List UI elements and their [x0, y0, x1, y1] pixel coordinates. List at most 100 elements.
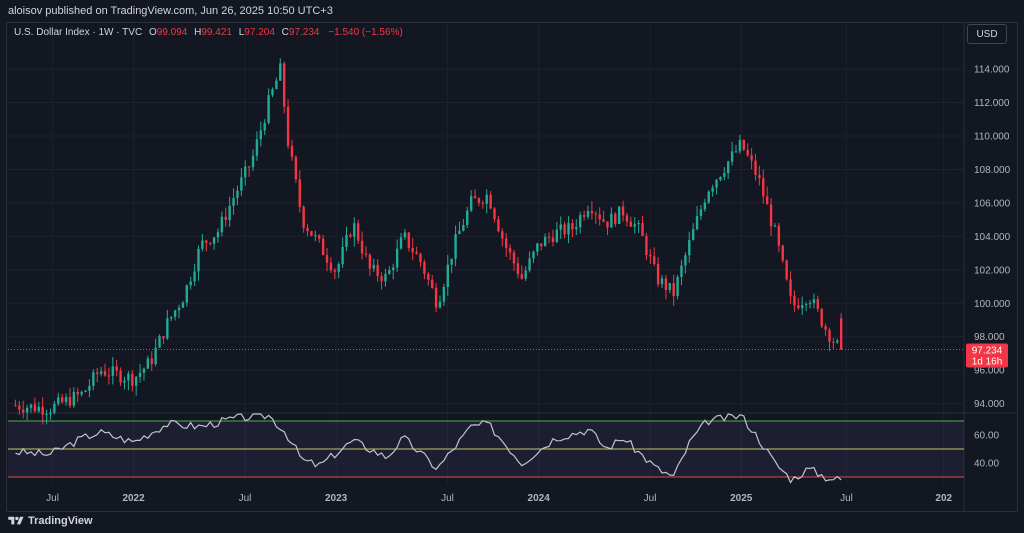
candle-body	[403, 232, 407, 238]
candle-body	[286, 106, 290, 146]
candle-body	[84, 390, 87, 392]
footer: TradingView	[0, 512, 1024, 533]
candle-body	[224, 216, 227, 221]
candle-body	[536, 243, 539, 252]
candle-body	[302, 206, 305, 228]
candle-body	[688, 240, 691, 256]
candle-body	[660, 278, 664, 285]
candle-body	[321, 238, 325, 256]
candle-body	[372, 264, 375, 269]
candle-body	[489, 194, 492, 209]
candle-body	[158, 336, 161, 348]
candle-body	[142, 368, 146, 373]
candle-body	[454, 234, 457, 259]
candle-body	[263, 122, 266, 131]
candle-body	[458, 230, 461, 235]
candle-body	[473, 196, 477, 199]
candle-body	[762, 178, 765, 197]
candle-body	[750, 155, 753, 161]
candle-body	[290, 145, 294, 157]
candle-body	[469, 196, 473, 211]
candle-body	[197, 248, 200, 272]
candle-body	[481, 202, 485, 204]
candle-body	[123, 380, 126, 383]
candle-body	[349, 234, 352, 237]
candle-body	[427, 273, 430, 280]
candle-body	[14, 405, 17, 407]
y-tick-label: 110.000	[974, 132, 1010, 143]
candle-body	[649, 254, 652, 257]
candle-body	[524, 270, 527, 279]
candle-body	[388, 270, 391, 274]
candle-body	[801, 304, 804, 309]
candle-body	[555, 229, 559, 243]
candle-body	[37, 406, 40, 412]
chart-frame[interactable]	[6, 22, 1018, 512]
candle-body	[828, 329, 831, 342]
y-tick-label: 114.000	[974, 65, 1010, 76]
candle-body	[594, 213, 597, 215]
candle-body	[33, 404, 37, 412]
candle-body	[267, 95, 270, 123]
candle-body	[493, 208, 496, 220]
currency-button[interactable]: USD	[967, 24, 1007, 44]
candle-body	[49, 412, 52, 415]
tradingview-brand[interactable]: TradingView	[8, 515, 93, 527]
candle-body	[107, 375, 111, 377]
candle-body	[337, 264, 340, 272]
candle-body	[477, 198, 481, 203]
candle-body	[353, 223, 356, 237]
candle-body	[532, 251, 535, 259]
candle-body	[812, 299, 816, 304]
candle-body	[645, 236, 648, 255]
candle-body	[170, 316, 173, 319]
candle-body	[228, 205, 231, 221]
candle-body	[485, 194, 488, 204]
candle-body	[193, 271, 196, 282]
x-tick-label: Jul	[441, 493, 454, 504]
candle-body	[614, 213, 617, 224]
candle-body	[765, 196, 769, 205]
candle-body	[255, 139, 259, 156]
candle-body	[57, 397, 60, 404]
candle-body	[629, 221, 633, 227]
candle-body	[247, 166, 251, 168]
candle-body	[185, 285, 189, 303]
candle-body	[115, 366, 118, 371]
rsi-tick-label: 60.00	[974, 431, 999, 442]
x-tick-label: Jul	[46, 493, 59, 504]
candle-body	[528, 258, 531, 271]
candle-body	[80, 391, 83, 395]
brand-text: TradingView	[28, 515, 93, 527]
candle-body	[232, 198, 235, 206]
candle-body	[430, 279, 434, 288]
candle-body	[399, 237, 403, 249]
candle-body	[571, 223, 574, 230]
candle-body	[201, 240, 204, 249]
y-tick-label: 94.000	[974, 399, 1005, 410]
candle-body	[672, 282, 675, 297]
candle-body	[664, 278, 668, 291]
candle-body	[384, 273, 387, 282]
price-chart[interactable]: 94.000 96.000 98.000 100.000 102.000 104.000 1…	[0, 0, 1024, 512]
candle-body	[438, 301, 442, 308]
published-header: aloisov published on TradingView.com, Ju…	[0, 0, 1024, 22]
candle-body	[236, 190, 239, 199]
candle-body	[442, 286, 446, 302]
candle-body	[789, 279, 792, 296]
y-tick-label: 102.000	[974, 265, 1011, 276]
candle-body	[72, 391, 76, 406]
candle-body	[832, 341, 835, 343]
candle-body	[590, 211, 594, 214]
x-tick-label: Jul	[840, 493, 853, 504]
candle-body	[282, 63, 286, 107]
candle-body	[512, 252, 516, 264]
candle-body	[173, 310, 177, 317]
candle-body	[162, 336, 165, 339]
candle-body	[719, 177, 722, 180]
candle-body	[516, 263, 520, 275]
x-tick-label: 2025	[730, 493, 753, 504]
candle-body	[99, 371, 103, 374]
candle-body	[41, 406, 44, 415]
high-label: H	[194, 27, 202, 38]
